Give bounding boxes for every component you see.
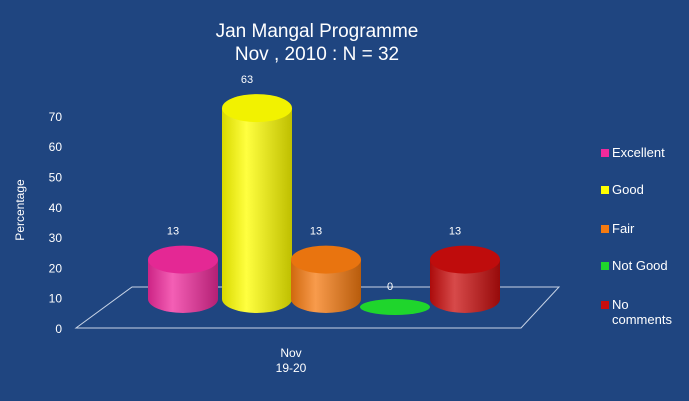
y-tick-label: 50 (49, 171, 63, 185)
y-tick-label: 10 (49, 292, 63, 306)
y-tick-label: 60 (49, 140, 63, 154)
legend-swatch (601, 262, 609, 270)
legend-label: Excellent (612, 145, 665, 160)
data-label: 63 (241, 74, 253, 86)
legend-label: Not Good (612, 258, 668, 273)
data-label: 13 (167, 226, 179, 238)
y-tick-label: 20 (49, 261, 63, 275)
data-label: 13 (310, 226, 322, 238)
data-labels: 13 63 13 0 13 (167, 74, 461, 293)
y-axis-ticks: 0 10 20 30 40 50 60 70 (49, 110, 63, 336)
y-axis-label: Percentage (13, 179, 27, 241)
data-label: 13 (449, 226, 461, 238)
bar-top (148, 245, 218, 274)
legend-label: No comments (612, 297, 672, 327)
legend-swatch (601, 149, 609, 157)
legend-swatch (601, 186, 609, 194)
bar-flat (360, 299, 430, 315)
x-tick-label-line1: Nov (280, 346, 301, 360)
chart-subtitle: Nov , 2010 : N = 32 (235, 44, 399, 65)
legend-label: Good (612, 182, 644, 197)
y-tick-label: 70 (49, 110, 63, 124)
y-tick-label: 40 (49, 201, 63, 215)
bars (148, 94, 500, 315)
chart-title: Jan Mangal Programme (216, 21, 419, 42)
x-tick-label-line2: 19-20 (276, 361, 307, 375)
bar-top (222, 94, 292, 123)
data-label: 0 (387, 281, 393, 293)
bar-body (291, 259, 361, 313)
legend: Excellent Good Fair Not Good No comments (601, 145, 672, 327)
bar-body (222, 108, 292, 313)
bar-body (430, 259, 500, 313)
bar-top (291, 245, 361, 274)
y-tick-label: 0 (55, 322, 62, 336)
legend-label: Fair (612, 221, 635, 236)
bar-body (148, 259, 218, 313)
legend-swatch (601, 225, 609, 233)
y-tick-label: 30 (49, 231, 63, 245)
legend-swatch (601, 301, 609, 309)
bar-top (430, 245, 500, 274)
